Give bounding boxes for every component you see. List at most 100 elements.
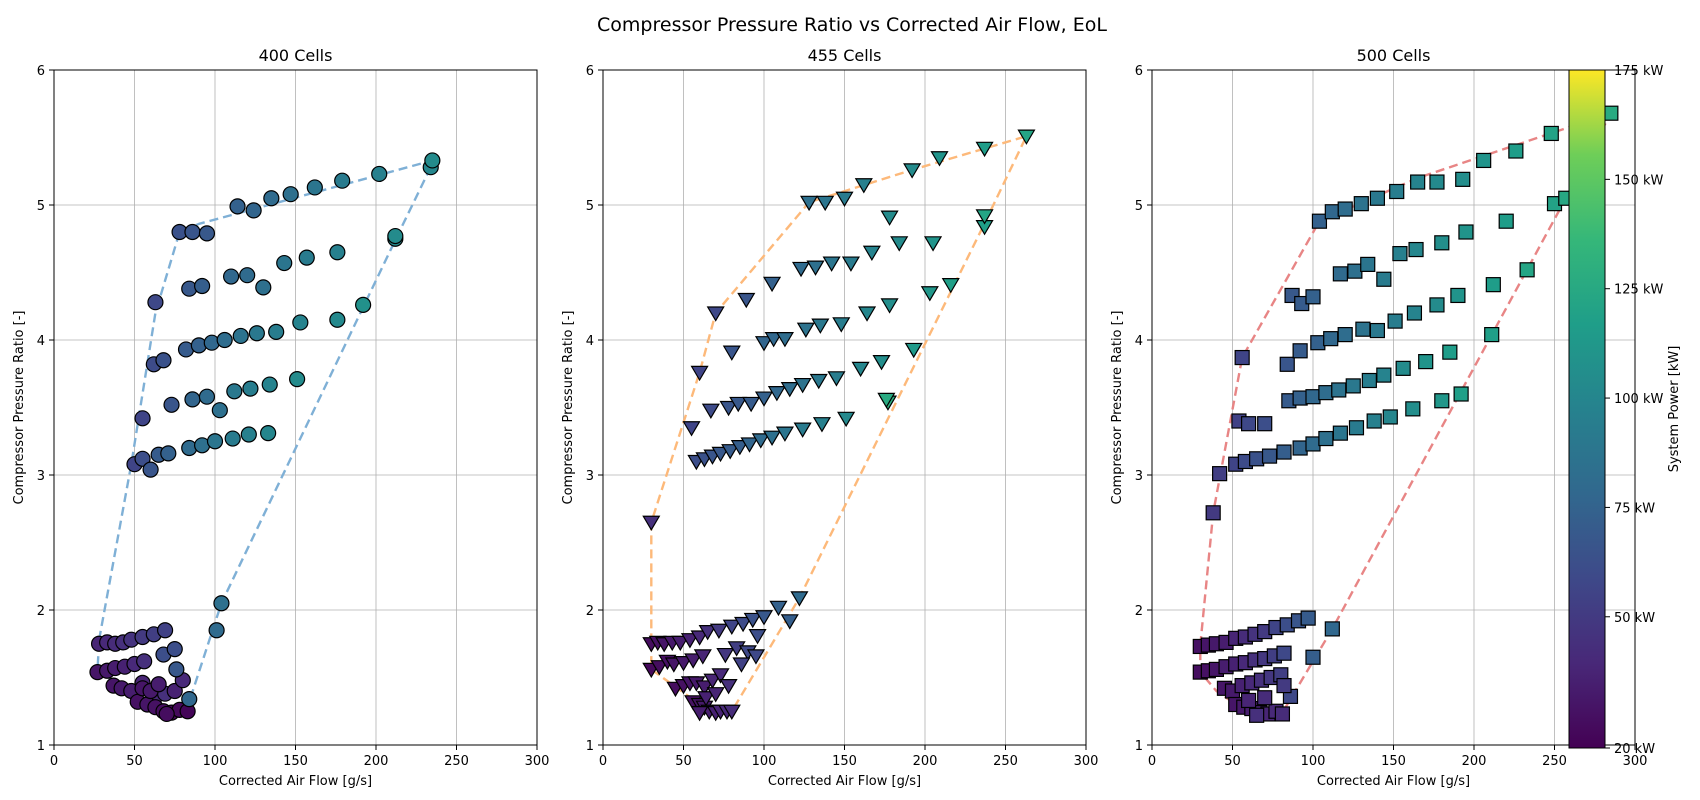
data-point	[289, 371, 306, 388]
x-tick-label: 0	[50, 754, 58, 769]
colorbar-label: System Power [kW]	[1667, 346, 1682, 473]
data-point	[1300, 610, 1316, 626]
data-point	[1305, 436, 1321, 452]
colorbar-tick-label: 20 kW	[1614, 742, 1655, 757]
x-tick-label: 100	[203, 754, 228, 769]
data-point	[1337, 327, 1353, 343]
data-point	[722, 704, 741, 721]
data-point	[701, 403, 720, 419]
data-point	[1292, 440, 1308, 456]
y-tick-label: 6	[37, 64, 45, 79]
data-point	[232, 327, 249, 345]
y-tick-label: 5	[586, 199, 594, 214]
data-point	[693, 649, 712, 665]
data-point	[276, 254, 293, 272]
data-point	[698, 624, 717, 641]
data-point	[1406, 305, 1423, 321]
data-point	[854, 178, 873, 194]
data-point	[1017, 129, 1036, 145]
data-point	[975, 209, 994, 225]
data-point	[769, 600, 788, 617]
data-point	[674, 656, 693, 672]
data-point	[1484, 327, 1500, 343]
data-point	[740, 437, 759, 453]
data-point	[239, 267, 256, 284]
data-point	[703, 673, 722, 689]
x-tick-label: 100	[752, 754, 777, 769]
data-point	[1360, 256, 1376, 272]
data-point	[198, 225, 216, 242]
data-point	[329, 244, 346, 261]
data-point	[680, 633, 699, 649]
data-point	[1434, 393, 1450, 409]
data-point	[1324, 621, 1340, 637]
data-point	[1305, 389, 1321, 405]
data-point	[780, 614, 799, 630]
y-tick-label: 5	[1135, 199, 1143, 214]
y-tick-label: 6	[1135, 64, 1143, 79]
data-point	[155, 352, 172, 369]
data-point	[306, 179, 323, 196]
data-point	[1332, 266, 1348, 282]
data-point	[1240, 692, 1257, 709]
data-point	[1485, 277, 1501, 293]
data-point	[261, 376, 278, 393]
data-point	[650, 660, 669, 676]
data-point	[716, 647, 735, 664]
data-point	[240, 426, 257, 443]
data-point	[730, 440, 749, 456]
data-point	[387, 227, 404, 245]
data-point	[706, 687, 725, 703]
y-tick-label: 3	[37, 469, 45, 484]
data-point	[754, 336, 774, 352]
data-point	[812, 417, 832, 433]
colorbar-tick-label: 125 kW	[1614, 283, 1663, 298]
data-point	[816, 195, 835, 212]
data-point	[329, 311, 346, 328]
data-point	[1310, 335, 1326, 351]
data-point	[791, 261, 811, 278]
data-point	[150, 676, 167, 693]
x-axis-label: Corrected Air Flow [g/s]	[219, 774, 372, 789]
data-point	[142, 461, 159, 478]
x-tick-label: 150	[1381, 754, 1406, 769]
data-point	[1453, 386, 1469, 402]
x-axis-label: Corrected Air Flow [g/s]	[768, 774, 921, 789]
data-point	[334, 172, 351, 189]
y-tick-label: 3	[586, 469, 594, 484]
data-point	[734, 616, 753, 633]
data-point	[1508, 143, 1524, 159]
data-point	[811, 318, 830, 334]
data-point	[1348, 420, 1365, 436]
data-point	[1261, 448, 1278, 464]
data-point	[206, 433, 224, 450]
data-point	[166, 682, 183, 700]
data-point	[1455, 171, 1471, 187]
x-tick-label: 200	[1462, 754, 1487, 769]
y-tick-label: 5	[37, 199, 45, 214]
x-tick-label: 150	[832, 754, 857, 769]
data-point	[721, 444, 740, 460]
data-point	[1519, 262, 1535, 278]
x-tick-label: 200	[913, 754, 938, 769]
data-point	[851, 361, 870, 378]
data-point	[1257, 416, 1273, 432]
data-point	[1498, 213, 1514, 229]
data-point	[1324, 204, 1340, 220]
data-point	[263, 190, 280, 207]
data-point	[767, 386, 786, 402]
data-point	[184, 223, 201, 241]
data-point	[168, 661, 185, 678]
data-point	[1276, 645, 1292, 661]
data-point	[800, 195, 819, 212]
data-point	[719, 678, 738, 695]
data-point	[690, 630, 709, 646]
data-point	[1418, 354, 1434, 370]
data-point	[742, 396, 761, 413]
data-point	[930, 151, 949, 167]
data-point	[727, 641, 746, 657]
data-point	[1382, 409, 1398, 425]
x-tick-label: 50	[1224, 754, 1241, 769]
